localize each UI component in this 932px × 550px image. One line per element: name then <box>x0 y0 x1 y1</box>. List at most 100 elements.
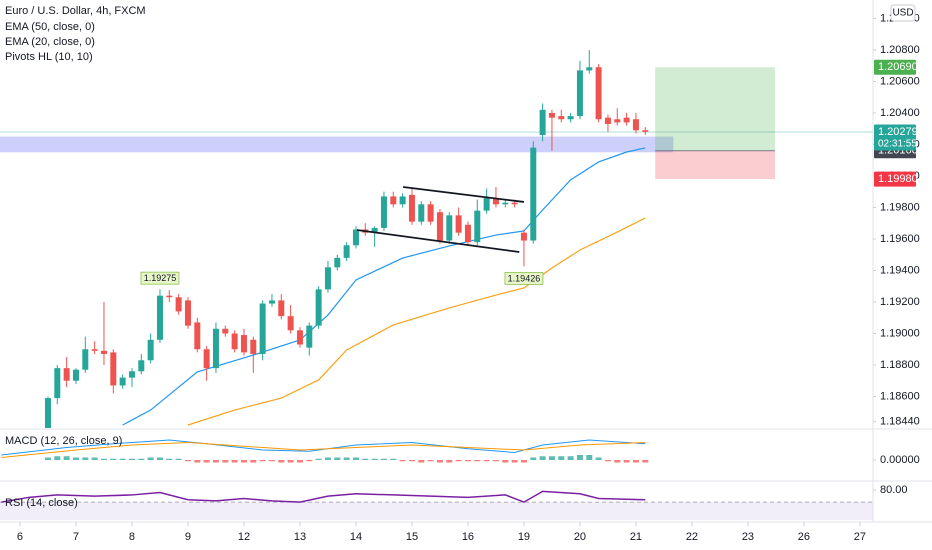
candle-body <box>418 204 425 222</box>
candle-body <box>166 295 173 298</box>
macd-pane <box>1 439 649 463</box>
candle-body <box>548 112 555 118</box>
candle-body <box>156 295 163 340</box>
candle-body <box>306 325 313 348</box>
candle-body <box>464 224 471 243</box>
macd-histogram-bar <box>156 457 163 460</box>
rsi-line <box>1 490 646 503</box>
candle-body <box>184 300 191 326</box>
macd-histogram-bar <box>520 460 527 463</box>
candle-body <box>632 119 639 131</box>
chart-title: Euro / U.S. Dollar, 4h, FXCM <box>5 5 146 17</box>
candle-body <box>586 67 593 71</box>
macd-histogram-bar <box>483 460 490 462</box>
macd-histogram-bar <box>436 460 443 463</box>
ema-line <box>187 217 646 426</box>
macd-histogram-bar <box>54 456 61 460</box>
candle-body <box>642 130 649 132</box>
price-badge <box>874 171 916 187</box>
candle-body <box>212 328 219 369</box>
candle-body <box>371 227 378 233</box>
ema-line <box>122 147 646 426</box>
macd-histogram-bar <box>82 457 89 460</box>
macd-histogram-bar <box>147 457 154 460</box>
macd-histogram-bar <box>240 460 247 463</box>
candle-body <box>110 352 117 386</box>
price-badge-label: 1.19980 <box>878 173 918 185</box>
trendline <box>402 186 525 203</box>
macd-histogram-bar <box>567 456 574 460</box>
pivot-label: 1.19426 <box>508 273 541 283</box>
macd-histogram-bar <box>343 457 350 460</box>
candle-body <box>399 196 406 205</box>
candle-body <box>502 202 509 205</box>
candle-body <box>324 267 331 290</box>
currency[interactable]: USD <box>892 8 913 19</box>
candle-body <box>474 210 481 243</box>
y-tick-label: 1.20600 <box>880 75 920 87</box>
loss-area <box>655 150 776 180</box>
macd-histogram-bar <box>184 460 191 462</box>
macd-histogram-bar <box>166 458 173 460</box>
candle-body <box>558 116 565 120</box>
candle-body <box>390 196 397 205</box>
price-pane: 1.19275 1.19426 <box>0 49 873 428</box>
rsi-label: RSI (14, close) <box>5 497 78 509</box>
macd-histogram-bar <box>642 460 649 463</box>
candle-body <box>595 67 602 120</box>
x-tick-label: 19 <box>518 531 530 543</box>
macd-histogram-bar <box>576 455 583 460</box>
macd-histogram-bar <box>119 458 126 460</box>
macd-histogram-bar <box>530 457 537 460</box>
macd-histogram-bar <box>315 458 322 460</box>
y-tick-label: 1.18440 <box>880 416 920 428</box>
candle-body <box>427 204 434 222</box>
candle-body <box>287 316 294 331</box>
macd-histogram-bar <box>511 460 518 463</box>
rsi-band <box>0 502 873 520</box>
macd-histogram-bar <box>250 460 257 463</box>
legend-entry: EMA (50, close, 0) <box>5 21 95 33</box>
frame <box>0 0 932 523</box>
x-tick-label: 6 <box>17 531 23 543</box>
candle-body <box>492 198 499 205</box>
macd-histogram-bar <box>623 460 630 463</box>
macd-histogram-bar <box>604 460 611 462</box>
x-tick-label: 13 <box>294 531 306 543</box>
y-tick-label: 0.00000 <box>880 454 920 466</box>
macd-histogram-bar <box>72 457 79 460</box>
macd-histogram-bar <box>138 458 145 460</box>
candle-body <box>576 70 583 117</box>
x-tick-label: 9 <box>185 531 191 543</box>
macd-histogram-bar <box>63 456 70 460</box>
macd-histogram-bar <box>371 458 378 460</box>
candle-body <box>315 289 322 326</box>
candle-body <box>380 196 387 228</box>
macd-histogram-bar <box>278 460 285 463</box>
x-tick-label: 26 <box>798 531 810 543</box>
macd-histogram-bar <box>408 460 415 462</box>
candle-body <box>614 119 621 123</box>
candle-body <box>175 297 182 312</box>
macd-histogram-bar <box>399 460 406 462</box>
macd-histogram-bar <box>614 460 621 463</box>
macd-histogram-bar <box>212 460 219 463</box>
macd-histogram-bar <box>502 460 509 463</box>
candle-body <box>91 349 98 351</box>
macd-histogram-bar <box>194 460 201 463</box>
legend-entry: Pivots HL (10, 10) <box>5 51 93 63</box>
candle-body <box>268 300 275 304</box>
x-tick-label: 20 <box>574 531 586 543</box>
macd-histogram-bar <box>390 458 397 460</box>
y-tick-label: 1.18800 <box>880 359 920 371</box>
y-tick-label: 1.19000 <box>880 327 920 339</box>
y-tick-label: 80.00 <box>880 484 908 496</box>
y-tick-label: 1.20800 <box>880 44 920 56</box>
candle-body <box>250 339 257 354</box>
countdown: 02:31:55 <box>878 139 917 150</box>
candle-body <box>483 198 490 211</box>
candle-body <box>128 371 135 378</box>
candle-body <box>100 350 107 354</box>
currency-box[interactable] <box>890 4 916 22</box>
